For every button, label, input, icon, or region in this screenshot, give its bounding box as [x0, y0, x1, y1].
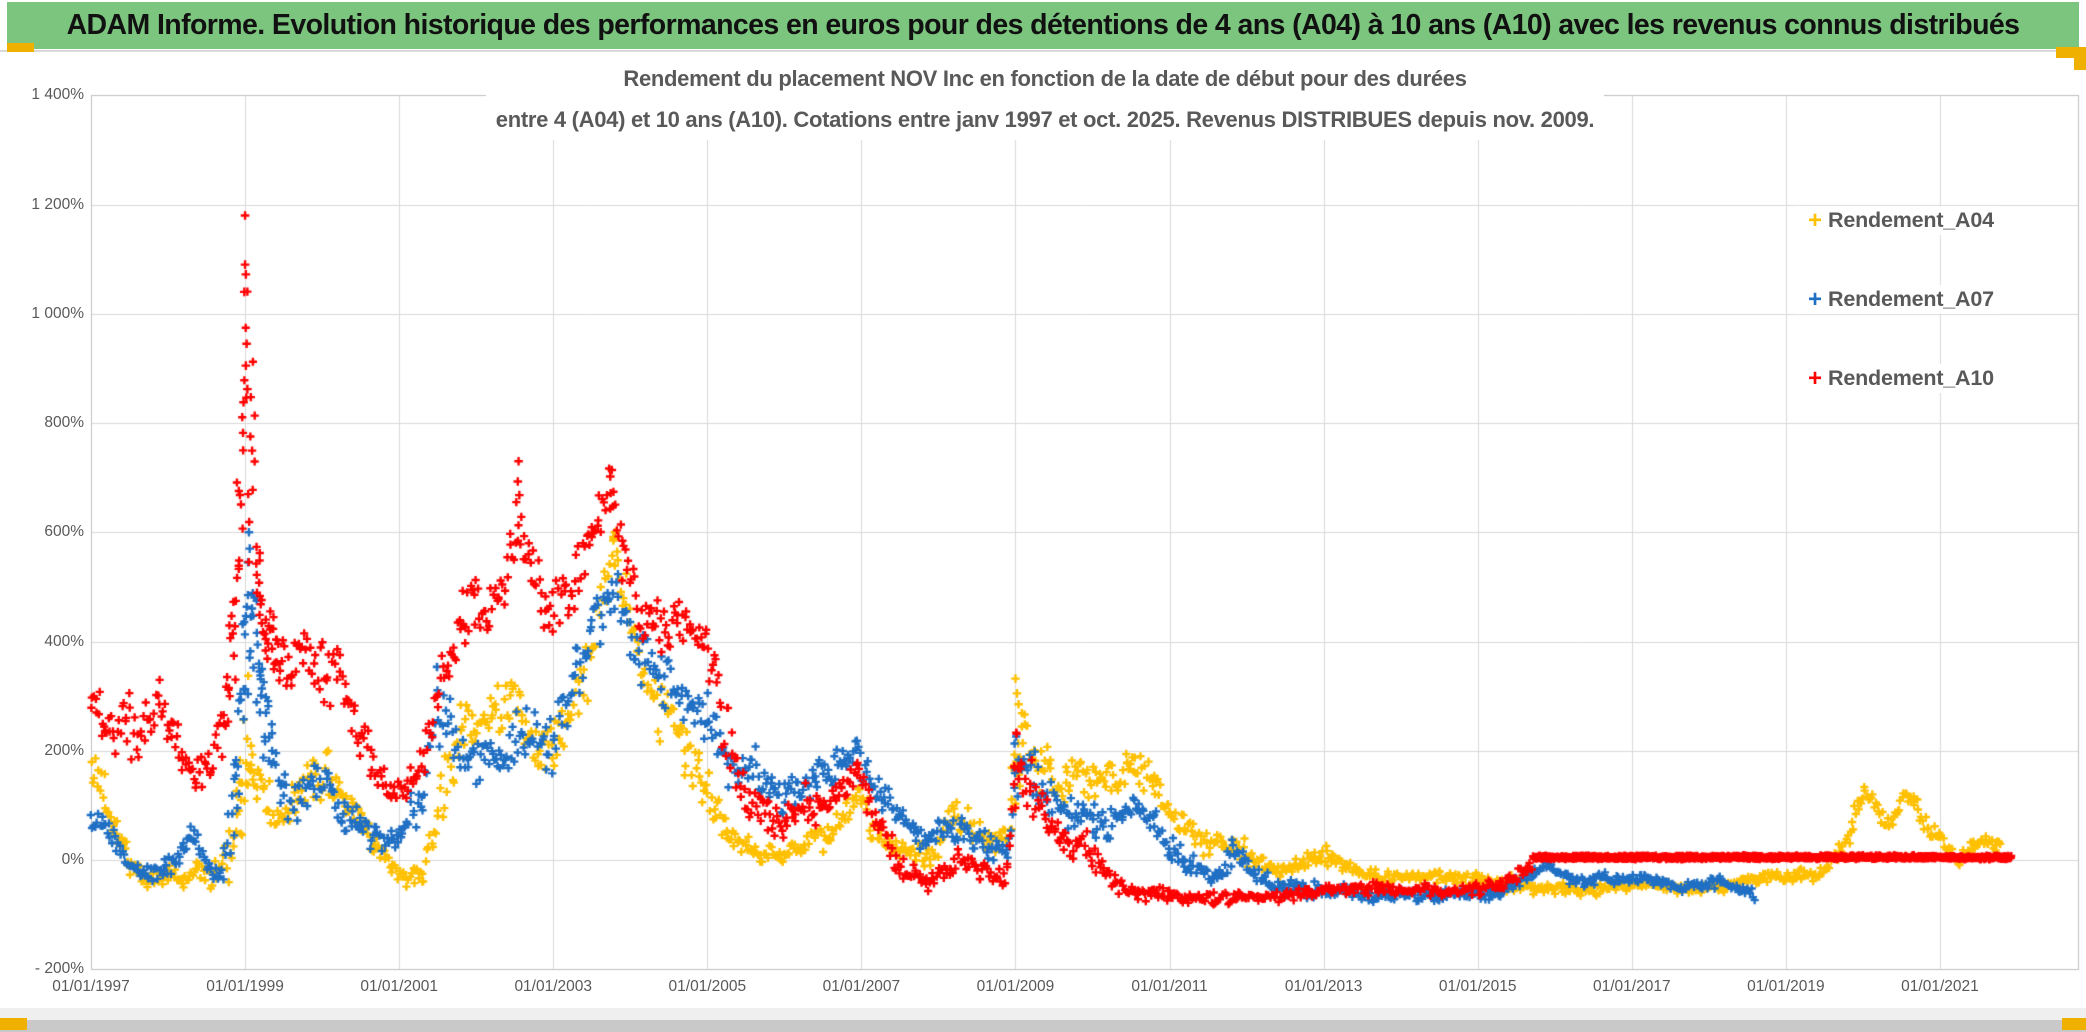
x-tick-label: 01/01/2015	[1438, 978, 1517, 995]
chart-title-line2: entre 4 (A04) et 10 ans (A10). Cotations…	[495, 107, 1595, 132]
plus-marker-icon: +	[1807, 364, 1822, 392]
legend-label: Rendement_A07	[1828, 287, 1994, 311]
gold-accent	[7, 43, 34, 52]
plus-marker-icon: +	[1807, 206, 1822, 234]
x-tick-label: 01/01/2007	[822, 978, 901, 995]
scrollbar-strip[interactable]	[0, 1020, 2086, 1032]
x-tick-label: 01/01/2009	[976, 978, 1055, 995]
x-tick-label: 01/01/2017	[1593, 978, 1671, 995]
y-tick-label: 600%	[44, 523, 84, 541]
y-tick-label: 1 200%	[31, 195, 84, 213]
x-tick-label: 01/01/2013	[1284, 978, 1363, 995]
x-tick-label: 01/01/2005	[668, 978, 747, 995]
chart-title-line1: Rendement du placement NOV Inc en foncti…	[623, 66, 1467, 91]
x-tick-label: 01/01/2019	[1747, 978, 1825, 995]
x-tick-label: 01/01/1999	[206, 978, 284, 995]
gold-accent	[2062, 1018, 2086, 1030]
x-tick-label: 01/01/2003	[514, 978, 593, 995]
y-tick-label: 400%	[44, 632, 84, 650]
x-tick-label: 01/01/2011	[1131, 978, 1208, 995]
y-tick-label: 1 000%	[31, 304, 84, 322]
x-tick-label: 01/01/2001	[360, 978, 438, 995]
y-tick-label: 800%	[44, 414, 84, 431]
sheet-bottom-strip	[0, 1008, 2086, 1020]
legend-item-a04[interactable]: + Rendement_A04	[1796, 206, 2000, 235]
legend-item-a07[interactable]: + Rendement_A07	[1796, 285, 2000, 314]
gold-accent	[0, 1018, 27, 1030]
gold-accent	[2056, 47, 2086, 58]
y-tick-label: - 200%	[34, 960, 84, 978]
chart-title[interactable]: Rendement du placement NOV Inc en foncti…	[485, 58, 1605, 140]
y-tick-label: 0%	[61, 851, 84, 868]
legend-label: Rendement_A04	[1828, 208, 1994, 232]
legend-label: Rendement_A10	[1828, 366, 1994, 390]
plus-marker-icon: +	[1807, 285, 1822, 313]
gold-accent	[2074, 47, 2086, 70]
y-tick-label: 200%	[44, 741, 84, 759]
legend-item-a10[interactable]: + Rendement_A10	[1796, 364, 2000, 393]
chart-legend: + Rendement_A04 + Rendement_A07 + Rendem…	[1796, 206, 2000, 443]
y-tick-label: 1 400%	[31, 86, 84, 104]
x-tick-label: 01/01/1997	[52, 978, 130, 995]
x-tick-label: 01/01/2021	[1901, 978, 1979, 995]
